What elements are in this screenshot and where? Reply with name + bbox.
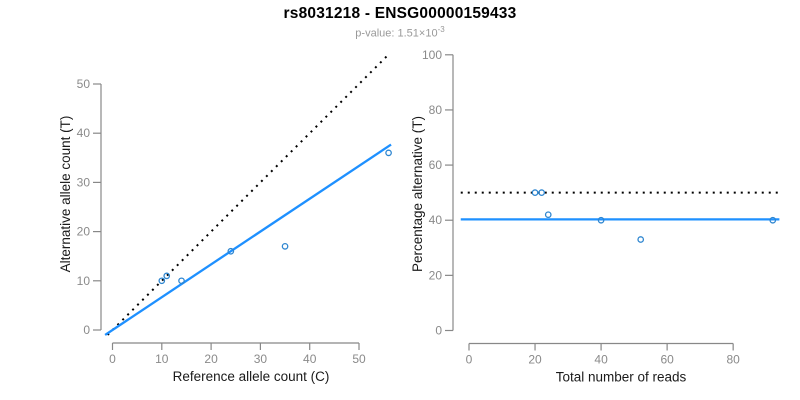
identity-line <box>106 53 390 336</box>
y-tick-label: 100 <box>422 48 442 62</box>
data-point <box>385 149 392 157</box>
x-tick-label: 40 <box>303 352 317 366</box>
figure-subtitle: p-value: 1.51×10-3 <box>0 25 800 40</box>
fit-line <box>104 143 392 336</box>
x-tick-label: 20 <box>528 353 542 367</box>
y-axis-title: Alternative allele count (T) <box>58 116 73 273</box>
y-tick-label: 50 <box>77 77 91 91</box>
x-tick-label: 80 <box>726 353 740 367</box>
data-point <box>597 216 605 224</box>
x-tick-label: 0 <box>466 353 473 367</box>
x-tick-label: 10 <box>155 352 169 366</box>
data-point <box>769 216 777 224</box>
data-point <box>163 272 171 280</box>
y-tick-label: 0 <box>83 323 90 337</box>
y-tick-label: 20 <box>429 268 443 282</box>
x-tick-label: 60 <box>660 353 674 367</box>
x-tick-label: 0 <box>109 352 116 366</box>
y-tick-label: 0 <box>435 324 442 338</box>
pvalue-text: p-value: 1.51×10 <box>355 27 438 40</box>
data-point <box>227 247 235 255</box>
data-point <box>178 277 185 285</box>
x-axis-title: Reference allele count (C) <box>173 369 330 384</box>
y-tick-label: 40 <box>77 126 91 140</box>
data-point <box>538 189 545 196</box>
data-point <box>531 189 539 196</box>
y-axis-title: Percentage alternative (T) <box>410 116 425 272</box>
y-tick-label: 30 <box>77 175 91 189</box>
x-tick-label: 20 <box>204 352 218 366</box>
data-point <box>158 277 166 285</box>
pvalue-exponent: -3 <box>437 25 445 34</box>
y-tick-label: 20 <box>77 225 91 239</box>
x-tick-label: 40 <box>594 353 608 367</box>
x-tick-label: 30 <box>254 352 268 366</box>
figure-title: rs8031218 - ENSG00000159433 <box>283 5 517 22</box>
data-point <box>637 236 645 243</box>
data-point <box>544 211 552 219</box>
data-point <box>281 243 289 250</box>
y-tick-label: 40 <box>429 213 443 227</box>
x-axis-title: Total number of reads <box>556 370 687 385</box>
y-tick-label: 60 <box>429 158 443 172</box>
y-tick-label: 80 <box>429 103 443 117</box>
y-tick-label: 10 <box>77 274 91 288</box>
x-tick-label: 50 <box>352 352 366 366</box>
